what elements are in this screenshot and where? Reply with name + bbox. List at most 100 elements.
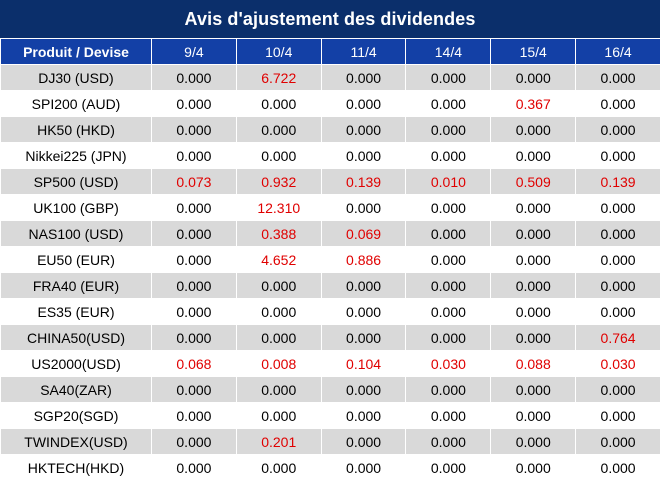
product-cell: HK50 (HKD) [0, 116, 152, 143]
dividend-value-cell: 0.000 [320, 142, 407, 169]
dividend-value-cell: 0.000 [405, 194, 492, 221]
dividend-value-cell: 0.000 [490, 376, 577, 403]
product-cell: NAS100 (USD) [0, 220, 152, 247]
dividend-value-cell: 0.000 [490, 220, 577, 247]
dividend-value-cell: 0.000 [235, 402, 322, 429]
dividend-value-cell: 0.932 [235, 168, 322, 195]
dividend-value-cell: 0.000 [575, 142, 660, 169]
product-cell: EU50 (EUR) [0, 246, 152, 273]
dividend-value-cell: 0.000 [320, 298, 407, 325]
table-row: NAS100 (USD) 0.000 0.388 0.069 0.000 0.000 0.0… [0, 220, 660, 247]
table-row: Nikkei225 (JPN) 0.000 0.000 0.000 0.000 0.000… [0, 142, 660, 169]
dividend-value-cell: 0.000 [575, 90, 660, 117]
dividend-value-cell: 0.000 [490, 246, 577, 273]
dividend-value-cell: 0.000 [151, 64, 237, 91]
dividend-value-cell: 0.764 [575, 324, 660, 351]
dividend-value-cell: 0.000 [151, 324, 237, 351]
dividend-value-cell: 0.000 [151, 220, 237, 247]
dividend-value-cell: 0.010 [405, 168, 492, 195]
product-cell: TWINDEX(USD) [0, 428, 152, 455]
dividend-value-cell: 0.000 [151, 298, 237, 325]
dividend-value-cell: 0.068 [151, 350, 237, 377]
page-title: Avis d'ajustement des dividendes [0, 0, 660, 38]
product-cell: HKTECH(HKD) [0, 454, 152, 481]
column-header-date: 11/4 [320, 38, 407, 65]
dividend-value-cell: 0.000 [320, 64, 407, 91]
dividend-value-cell: 0.000 [490, 402, 577, 429]
dividend-value-cell: 0.000 [405, 64, 492, 91]
table-row: HK50 (HKD) 0.000 0.000 0.000 0.000 0.000 0.000 [0, 116, 660, 143]
dividend-value-cell: 0.030 [405, 350, 492, 377]
column-header-date: 9/4 [151, 38, 237, 65]
dividend-value-cell: 0.000 [490, 142, 577, 169]
dividend-value-cell: 0.000 [405, 246, 492, 273]
dividend-value-cell: 0.000 [405, 428, 492, 455]
table-row: US2000(USD) 0.068 0.008 0.104 0.030 0.088 0.03… [0, 350, 660, 377]
column-header-date: 10/4 [235, 38, 322, 65]
dividend-value-cell: 0.000 [405, 116, 492, 143]
dividend-value-cell: 0.139 [575, 168, 660, 195]
dividend-value-cell: 0.000 [490, 272, 577, 299]
product-cell: SGP20(SGD) [0, 402, 152, 429]
column-header-date: 14/4 [405, 38, 492, 65]
dividend-value-cell: 6.722 [235, 64, 322, 91]
table-row: SGP20(SGD) 0.000 0.000 0.000 0.000 0.000 0.000 [0, 402, 660, 429]
dividend-value-cell: 0.000 [490, 194, 577, 221]
dividend-value-cell: 0.000 [405, 376, 492, 403]
dividend-value-cell: 0.000 [405, 324, 492, 351]
table-row: SA40(ZAR) 0.000 0.000 0.000 0.000 0.000 0.000 [0, 376, 660, 403]
dividend-value-cell: 0.000 [151, 428, 237, 455]
dividend-value-cell: 0.000 [575, 246, 660, 273]
dividend-value-cell: 0.000 [320, 272, 407, 299]
dividend-value-cell: 0.000 [405, 272, 492, 299]
product-cell: Nikkei225 (JPN) [0, 142, 152, 169]
dividend-value-cell: 0.000 [151, 272, 237, 299]
dividend-value-cell: 0.000 [151, 90, 237, 117]
dividend-value-cell: 0.030 [575, 350, 660, 377]
table-header-row: Produit / Devise 9/4 10/4 11/4 14/4 15/4… [0, 38, 660, 65]
table-row: SPI200 (AUD) 0.000 0.000 0.000 0.000 0.367 0.0… [0, 90, 660, 117]
table-row: TWINDEX(USD) 0.000 0.201 0.000 0.000 0.000 0.0… [0, 428, 660, 455]
dividend-value-cell: 12.310 [235, 194, 322, 221]
dividend-value-cell: 0.000 [575, 376, 660, 403]
dividend-value-cell: 0.000 [575, 116, 660, 143]
dividend-value-cell: 0.000 [235, 272, 322, 299]
dividend-value-cell: 0.000 [320, 324, 407, 351]
dividend-value-cell: 0.000 [575, 220, 660, 247]
dividend-value-cell: 0.000 [151, 402, 237, 429]
product-cell: SPI200 (AUD) [0, 90, 152, 117]
table-row: UK100 (GBP) 0.000 12.310 0.000 0.000 0.000 0.0… [0, 194, 660, 221]
dividend-value-cell: 0.000 [235, 90, 322, 117]
dividend-value-cell: 0.000 [320, 194, 407, 221]
dividend-value-cell: 0.000 [235, 142, 322, 169]
dividend-value-cell: 0.000 [490, 454, 577, 481]
dividend-value-cell: 0.000 [405, 298, 492, 325]
product-cell: SA40(ZAR) [0, 376, 152, 403]
column-header-date: 15/4 [490, 38, 577, 65]
dividend-value-cell: 0.000 [490, 116, 577, 143]
dividend-value-cell: 0.000 [575, 272, 660, 299]
column-header-product: Produit / Devise [0, 38, 152, 65]
dividend-value-cell: 0.000 [490, 298, 577, 325]
product-cell: ES35 (EUR) [0, 298, 152, 325]
dividend-value-cell: 0.000 [151, 454, 237, 481]
dividend-value-cell: 0.000 [151, 246, 237, 273]
dividend-value-cell: 0.000 [405, 220, 492, 247]
dividend-value-cell: 0.000 [235, 298, 322, 325]
dividend-value-cell: 0.000 [151, 116, 237, 143]
dividend-value-cell: 0.000 [405, 90, 492, 117]
dividend-value-cell: 0.000 [575, 402, 660, 429]
dividend-value-cell: 0.073 [151, 168, 237, 195]
dividend-value-cell: 0.000 [320, 454, 407, 481]
table-row: SP500 (USD) 0.073 0.932 0.139 0.010 0.509 0.13… [0, 168, 660, 195]
dividend-value-cell: 0.088 [490, 350, 577, 377]
product-cell: DJ30 (USD) [0, 64, 152, 91]
dividend-value-cell: 0.886 [320, 246, 407, 273]
dividend-value-cell: 0.000 [320, 90, 407, 117]
dividend-value-cell: 0.509 [490, 168, 577, 195]
dividend-value-cell: 0.000 [405, 454, 492, 481]
dividend-value-cell: 0.000 [575, 64, 660, 91]
dividend-value-cell: 0.000 [320, 428, 407, 455]
table-row: EU50 (EUR) 0.000 4.652 0.886 0.000 0.000 0.000 [0, 246, 660, 273]
